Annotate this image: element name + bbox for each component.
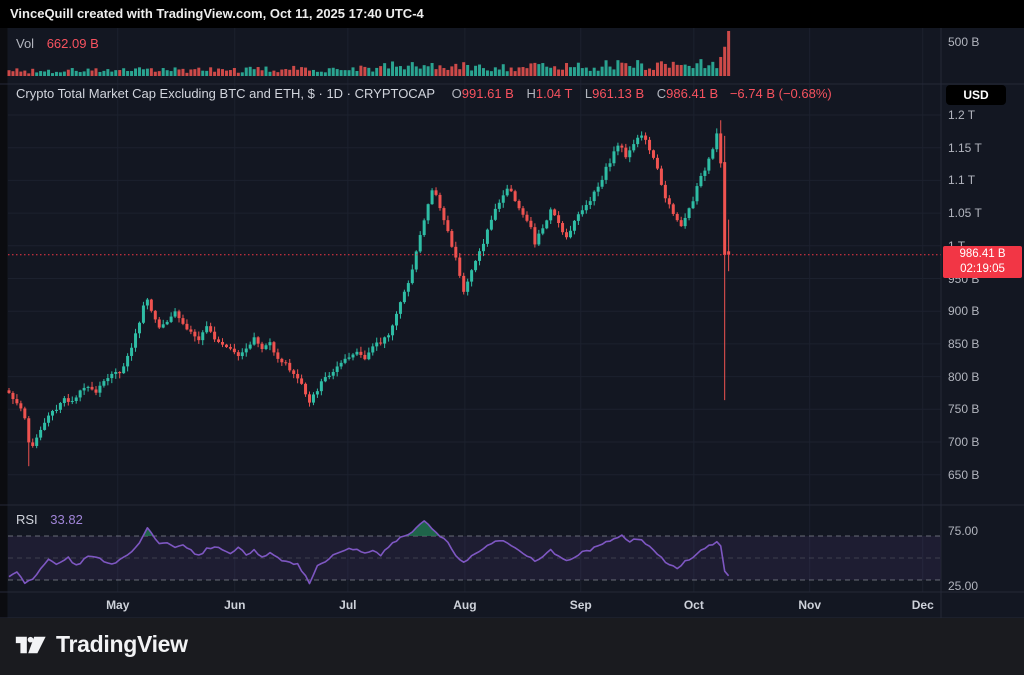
volume-legend: Vol 662.09 B — [16, 36, 99, 51]
snapshot-title: VinceQuill created with TradingView.com,… — [0, 0, 424, 28]
volume-label: Vol — [16, 36, 34, 51]
change-value: −6.74 B (−0.68%) — [730, 86, 832, 101]
price-tick-label: 1.15 T — [948, 141, 982, 155]
rsi-tick-label: 25.00 — [948, 579, 978, 593]
low-value: 961.13 B — [592, 86, 644, 101]
symbol-description: Crypto Total Market Cap Excluding BTC an… — [16, 86, 435, 101]
time-tick-dec: Dec — [912, 598, 934, 612]
badge-price: 986.41 B — [943, 247, 1022, 262]
rsi-value: 33.82 — [50, 512, 83, 527]
snapshot-header: VinceQuill created with TradingView.com,… — [0, 0, 1024, 28]
rsi-tick-label: 75.00 — [948, 524, 978, 538]
volume-tick-label: 500 B — [948, 35, 979, 49]
price-tick-label: 800 B — [948, 370, 979, 384]
time-tick-oct: Oct — [684, 598, 704, 612]
main-legend[interactable]: Crypto Total Market Cap Excluding BTC an… — [16, 86, 832, 101]
tradingview-logo[interactable]: TradingView — [14, 631, 188, 658]
time-tick-may: May — [106, 598, 129, 612]
chart-canvas[interactable] — [0, 0, 1024, 675]
price-tick-label: 750 B — [948, 402, 979, 416]
high-value: 1.04 T — [536, 86, 572, 101]
time-tick-jun: Jun — [224, 598, 245, 612]
close-value: 986.41 B — [666, 86, 718, 101]
current-price-badge: 986.41 B 02:19:05 — [943, 246, 1022, 278]
volume-value: 662.09 B — [47, 36, 99, 51]
price-tick-label: 900 B — [948, 304, 979, 318]
badge-countdown: 02:19:05 — [943, 262, 1022, 277]
open-value: 991.61 B — [462, 86, 514, 101]
footer-bar: TradingView — [0, 618, 1024, 675]
price-tick-label: 1.1 T — [948, 173, 975, 187]
price-tick-label: 700 B — [948, 435, 979, 449]
price-tick-label: 1.2 T — [948, 108, 975, 122]
close-label: C — [657, 86, 666, 101]
open-label: O — [452, 86, 462, 101]
time-tick-nov: Nov — [798, 598, 821, 612]
time-tick-aug: Aug — [453, 598, 476, 612]
rsi-label: RSI — [16, 512, 38, 527]
high-label: H — [526, 86, 535, 101]
currency-button[interactable]: USD — [946, 85, 1006, 105]
tradingview-logo-text: TradingView — [56, 631, 188, 658]
tradingview-snapshot: VinceQuill created with TradingView.com,… — [0, 0, 1024, 675]
time-tick-sep: Sep — [570, 598, 592, 612]
price-tick-label: 650 B — [948, 468, 979, 482]
time-tick-jul: Jul — [339, 598, 356, 612]
tradingview-logo-icon — [14, 632, 47, 658]
rsi-legend[interactable]: RSI 33.82 — [16, 512, 83, 527]
price-tick-label: 850 B — [948, 337, 979, 351]
price-tick-label: 1.05 T — [948, 206, 982, 220]
